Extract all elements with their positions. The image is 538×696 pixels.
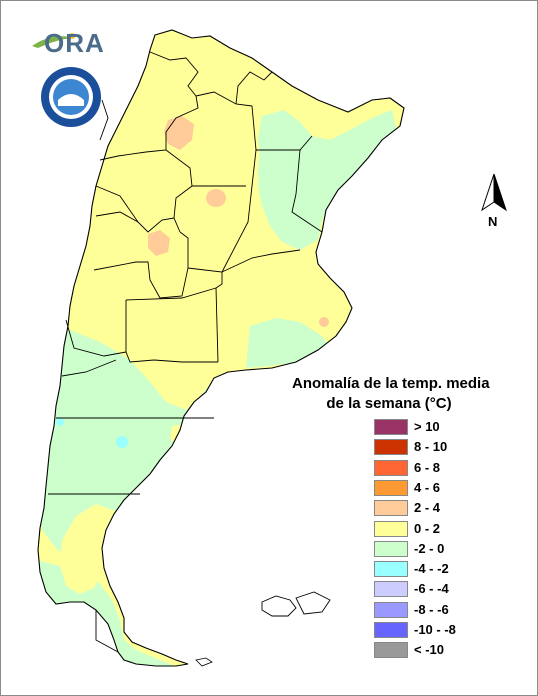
legend-swatch (374, 500, 408, 517)
legend-swatch (374, 561, 408, 578)
legend-item: 2 - 4 (374, 500, 494, 518)
ora-logo-icon (32, 33, 76, 48)
legend-label: -8 - -6 (414, 601, 449, 617)
legend-item: -4 - -2 (374, 561, 494, 579)
legend-swatch (374, 459, 408, 476)
legend-title-line2: de la semana (°C) (326, 395, 452, 412)
legend-swatch (374, 520, 408, 537)
legend-item: 0 - 2 (374, 520, 494, 539)
legend-label: 4 - 6 (414, 479, 441, 495)
legend-label: < -10 (414, 642, 444, 658)
legend-swatch (374, 419, 408, 435)
legend-swatch (374, 581, 408, 598)
legend-title-line1: Anomalía de la temp. media (292, 375, 490, 392)
legend-item: > 10 (374, 419, 494, 437)
legend-label: -10 - -8 (414, 622, 456, 637)
legend-swatch (374, 622, 408, 638)
legend-item: -8 - -6 (374, 601, 494, 620)
legend-item: < -10 (374, 642, 494, 660)
legend-label: 6 - 8 (414, 459, 441, 475)
legend-label: -6 - -4 (414, 581, 449, 597)
north-arrow-icon (481, 173, 507, 212)
legend-item: -10 - -8 (374, 622, 494, 640)
legend-item: -6 - -4 (374, 581, 494, 599)
legend-item: 6 - 8 (374, 459, 494, 478)
legend-label: 0 - 2 (414, 520, 441, 536)
legend-label: 8 - 10 (414, 439, 448, 455)
ora-logo-text: ORA (44, 28, 105, 58)
legend-swatch (374, 479, 408, 496)
north-label: N (488, 214, 498, 229)
legend-item: 8 - 10 (374, 439, 494, 457)
legend-swatch (374, 540, 408, 557)
legend-item: 4 - 6 (374, 479, 494, 498)
legend-label: > 10 (414, 419, 440, 434)
legend-label: -4 - -2 (414, 561, 449, 577)
legend-label: -2 - 0 (414, 540, 445, 556)
svg-text:SMN: SMN (64, 96, 77, 102)
legend-swatch (374, 439, 408, 456)
legend-title: Anomalía de la temp. media de la semana … (292, 374, 490, 414)
legend-item: -2 - 0 (374, 540, 494, 559)
legend-swatch (374, 642, 408, 659)
legend-swatch (374, 601, 408, 618)
smn-seal-icon: SMN (41, 67, 101, 127)
legend-label: 2 - 4 (414, 500, 441, 516)
